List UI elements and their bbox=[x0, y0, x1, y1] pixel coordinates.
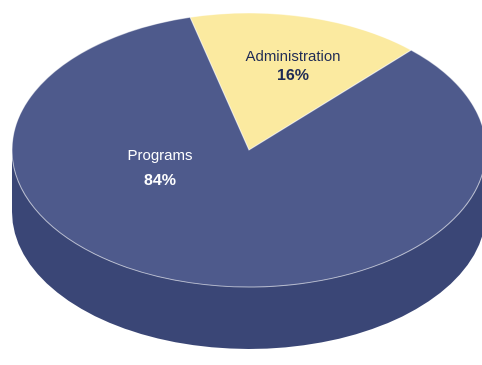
slice-side-programs bbox=[12, 150, 482, 349]
slice-value-programs: 84% bbox=[144, 172, 176, 189]
pie-slices bbox=[11, 12, 482, 288]
pie-sides bbox=[12, 150, 482, 349]
slice-labels: Administration 16% Programs 84% bbox=[127, 48, 340, 189]
slice-programs bbox=[11, 16, 482, 288]
slice-administration bbox=[189, 12, 413, 151]
slice-label-administration: Administration bbox=[245, 48, 340, 65]
slice-value-administration: 16% bbox=[277, 67, 309, 84]
slice-label-programs: Programs bbox=[127, 147, 192, 164]
